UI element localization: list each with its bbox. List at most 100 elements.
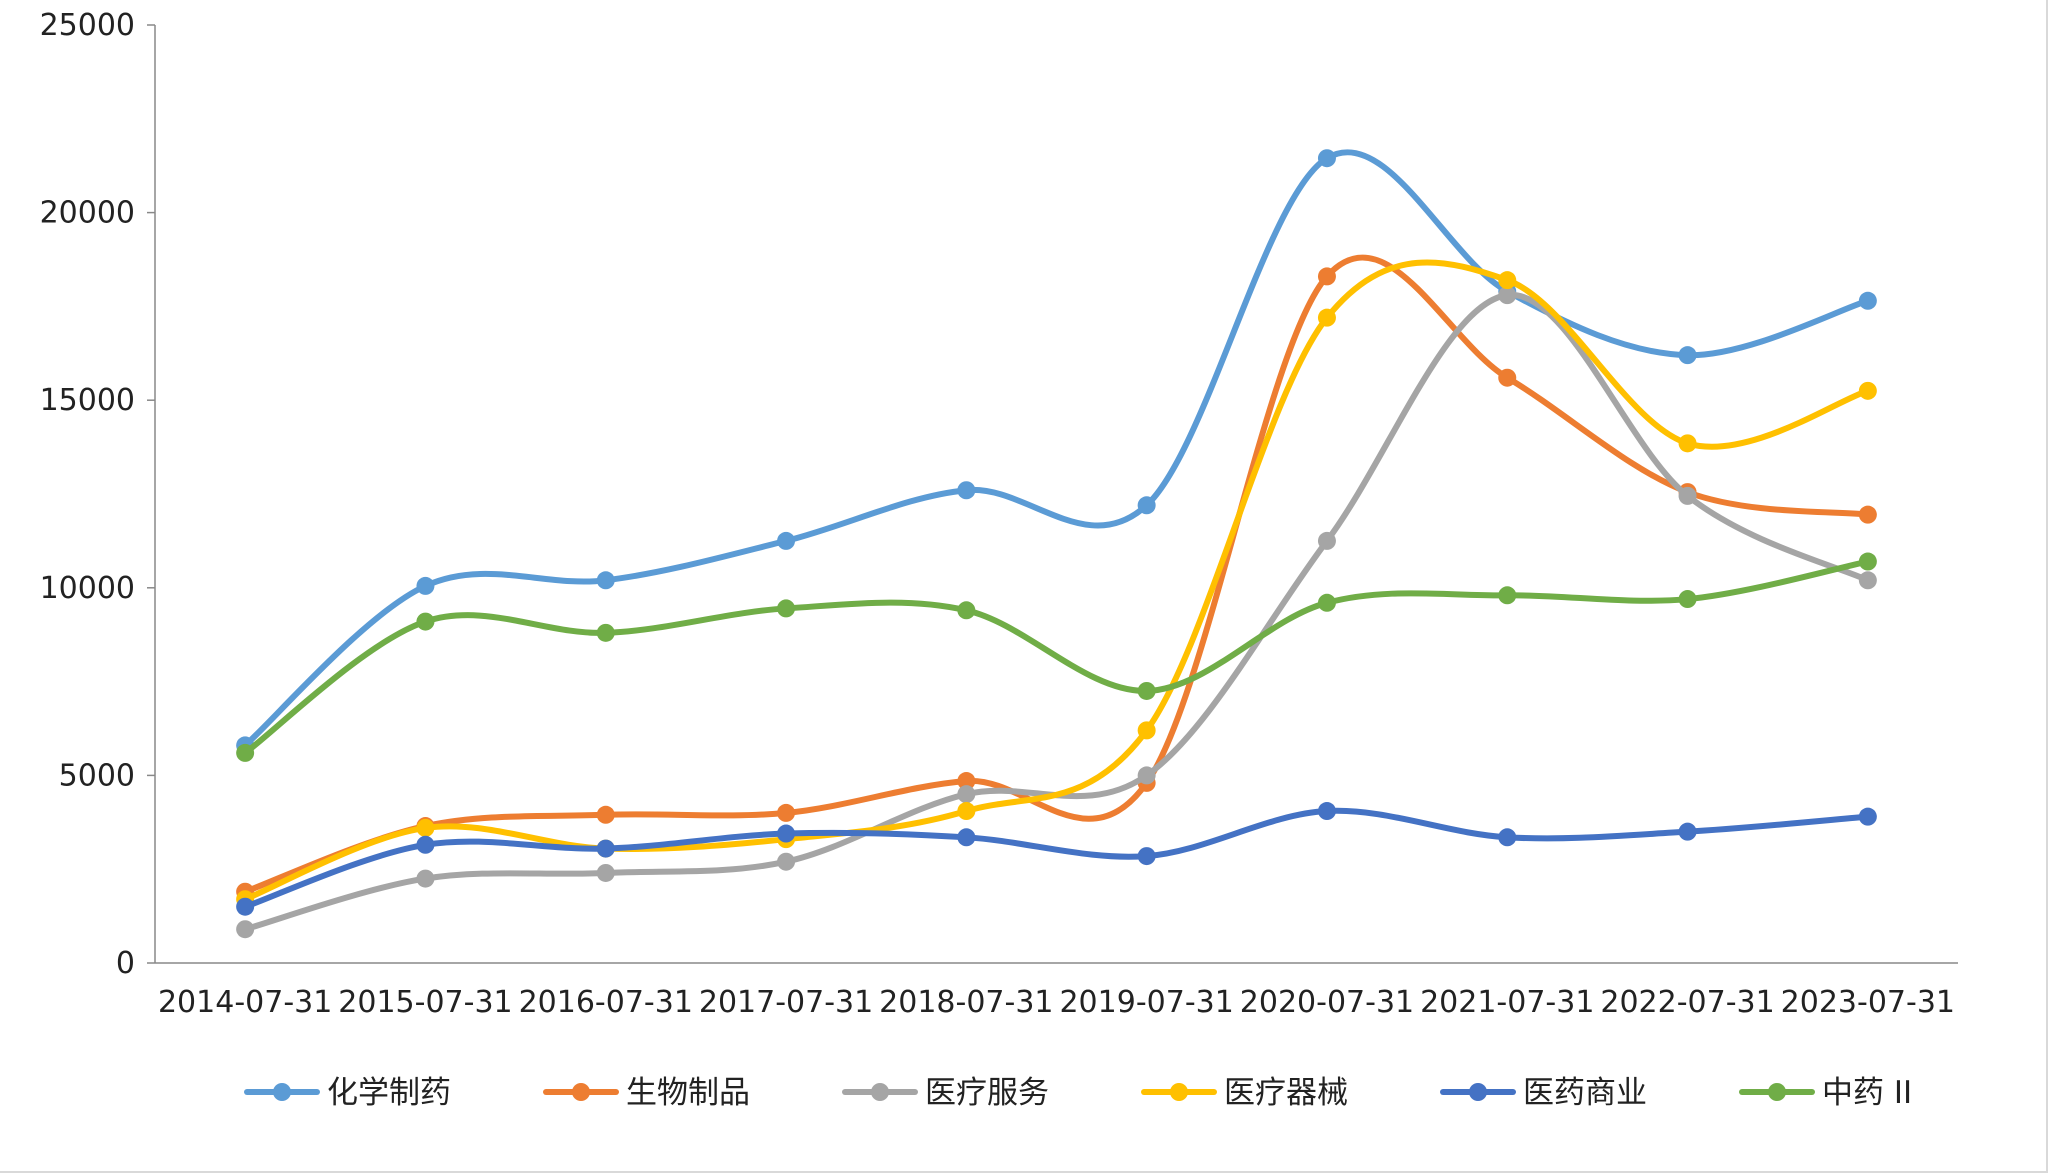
data-point bbox=[957, 772, 976, 791]
data-point bbox=[957, 785, 976, 804]
data-point bbox=[1137, 681, 1156, 700]
data-point bbox=[1317, 593, 1336, 612]
x-tick-label: 2020-07-31 bbox=[1240, 985, 1414, 1020]
data-point bbox=[1317, 267, 1336, 286]
series-3 bbox=[236, 286, 1877, 939]
data-point bbox=[416, 869, 435, 888]
data-point bbox=[1858, 552, 1877, 571]
data-point bbox=[1137, 847, 1156, 866]
data-point bbox=[1317, 802, 1336, 821]
x-tick-label: 2015-07-31 bbox=[338, 985, 512, 1020]
series-line bbox=[242, 259, 1871, 903]
legend-item: 医药商业 bbox=[1440, 1075, 1647, 1111]
data-point bbox=[1678, 486, 1697, 505]
y-tick-label: 15000 bbox=[40, 383, 135, 418]
legend-swatch-marker bbox=[871, 1083, 889, 1101]
data-point bbox=[416, 576, 435, 595]
data-point bbox=[236, 897, 255, 916]
data-point bbox=[1858, 291, 1877, 310]
legend-label: 中药 II bbox=[1822, 1075, 1912, 1111]
data-point bbox=[957, 481, 976, 500]
y-tick-label: 10000 bbox=[40, 571, 135, 606]
legend-item: 医疗服务 bbox=[842, 1075, 1049, 1111]
legend-swatch-marker bbox=[273, 1083, 291, 1101]
data-point bbox=[416, 612, 435, 631]
data-point bbox=[1317, 531, 1336, 550]
legend-label: 医药商业 bbox=[1523, 1075, 1647, 1111]
x-tick-label: 2016-07-31 bbox=[519, 985, 693, 1020]
y-tick-label: 5000 bbox=[59, 758, 135, 793]
data-point bbox=[1678, 590, 1697, 609]
data-point bbox=[1317, 308, 1336, 327]
data-point bbox=[1498, 586, 1517, 605]
legend-swatch-marker bbox=[1768, 1083, 1786, 1101]
y-axis-tick-labels: 0 5000 10000 15000 20000 25000 bbox=[40, 8, 135, 981]
data-point bbox=[236, 920, 255, 939]
data-point bbox=[1137, 496, 1156, 515]
data-point bbox=[1858, 505, 1877, 524]
data-point bbox=[1317, 149, 1336, 168]
data-point bbox=[777, 803, 796, 822]
series-5 bbox=[236, 802, 1877, 916]
x-tick-label: 2023-07-31 bbox=[1781, 985, 1955, 1020]
series-1 bbox=[236, 149, 1877, 755]
series-2 bbox=[236, 254, 1877, 901]
x-tick-label: 2017-07-31 bbox=[699, 985, 873, 1020]
data-point bbox=[957, 828, 976, 847]
x-axis-tick-labels: 2014-07-31 2015-07-31 2016-07-31 2017-07-31… bbox=[158, 985, 1955, 1020]
series-6 bbox=[236, 552, 1877, 762]
legend-swatch-marker bbox=[572, 1083, 590, 1101]
series-line bbox=[242, 558, 1871, 756]
data-point bbox=[957, 601, 976, 620]
legend: 化学制药 生物制品 医疗服务 医疗器械 医药商业 中药 II bbox=[244, 1075, 1912, 1111]
x-tick-label: 2018-07-31 bbox=[879, 985, 1053, 1020]
legend-label: 生物制品 bbox=[626, 1075, 750, 1111]
data-point bbox=[596, 805, 615, 824]
data-point bbox=[416, 835, 435, 854]
x-tick-label: 2014-07-31 bbox=[158, 985, 332, 1020]
x-tick-label: 2022-07-31 bbox=[1600, 985, 1774, 1020]
legend-swatch-marker bbox=[1170, 1083, 1188, 1101]
y-tick-label: 20000 bbox=[40, 196, 135, 231]
data-point bbox=[777, 852, 796, 871]
data-point bbox=[1858, 571, 1877, 590]
data-point bbox=[1678, 434, 1697, 453]
series-line bbox=[242, 254, 1871, 895]
data-point bbox=[416, 818, 435, 837]
legend-item: 医疗器械 bbox=[1141, 1075, 1348, 1111]
data-point bbox=[596, 863, 615, 882]
data-point bbox=[1858, 381, 1877, 400]
data-point bbox=[1498, 286, 1517, 305]
data-point bbox=[777, 531, 796, 550]
data-point bbox=[596, 839, 615, 858]
data-point bbox=[1498, 828, 1517, 847]
data-point bbox=[1137, 766, 1156, 785]
legend-item: 中药 II bbox=[1739, 1075, 1912, 1111]
legend-swatch-marker bbox=[1469, 1083, 1487, 1101]
data-point bbox=[236, 743, 255, 762]
series-line bbox=[242, 807, 1871, 910]
x-tick-label: 2021-07-31 bbox=[1420, 985, 1594, 1020]
x-tick-label: 2019-07-31 bbox=[1059, 985, 1233, 1020]
data-point bbox=[1498, 271, 1517, 290]
legend-label: 化学制药 bbox=[327, 1075, 451, 1111]
y-tick-label: 0 bbox=[116, 946, 135, 981]
axes bbox=[147, 24, 1958, 964]
data-point bbox=[1678, 346, 1697, 365]
legend-item: 生物制品 bbox=[543, 1075, 750, 1111]
data-point bbox=[1678, 822, 1697, 841]
data-point bbox=[1858, 807, 1877, 826]
data-point bbox=[777, 599, 796, 618]
legend-label: 医疗器械 bbox=[1224, 1075, 1348, 1111]
data-point bbox=[1137, 721, 1156, 740]
data-point bbox=[1498, 368, 1517, 387]
legend-item: 化学制药 bbox=[244, 1075, 451, 1111]
series-layer bbox=[236, 149, 1877, 939]
data-point bbox=[777, 824, 796, 843]
data-point bbox=[596, 571, 615, 590]
data-point bbox=[957, 802, 976, 821]
series-line bbox=[242, 149, 1871, 749]
data-point bbox=[596, 623, 615, 642]
y-tick-label: 25000 bbox=[40, 8, 135, 43]
